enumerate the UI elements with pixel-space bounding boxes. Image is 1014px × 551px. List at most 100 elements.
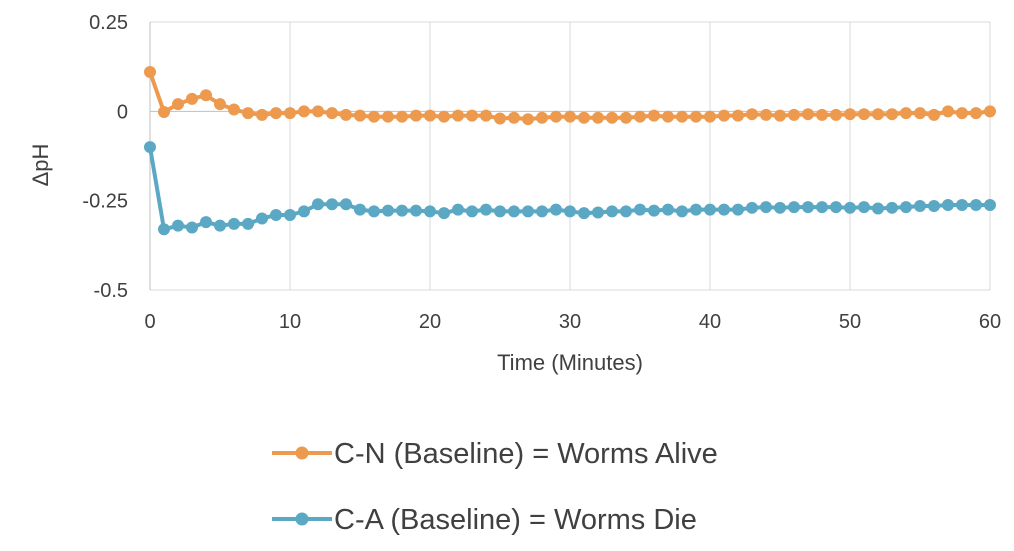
data-point: [634, 110, 646, 123]
data-point: [536, 111, 548, 124]
data-point: [326, 198, 338, 211]
data-point: [802, 108, 814, 121]
data-point: [816, 201, 828, 214]
data-point: [816, 108, 828, 121]
x-axis-title: Time (Minutes): [497, 350, 643, 375]
data-point: [242, 217, 254, 230]
data-point: [746, 201, 758, 214]
data-point: [564, 205, 576, 218]
data-point: [844, 108, 856, 121]
data-point: [970, 198, 982, 211]
data-point: [914, 200, 926, 213]
data-point: [354, 109, 366, 122]
data-point: [270, 208, 282, 221]
data-point: [494, 112, 506, 125]
data-point: [620, 205, 632, 218]
data-point: [270, 107, 282, 120]
series: [144, 66, 996, 236]
x-tick-label: 20: [419, 311, 441, 333]
data-point: [172, 98, 184, 111]
data-point: [480, 203, 492, 216]
legend-swatch-marker: [295, 446, 309, 460]
data-point: [900, 201, 912, 214]
data-point: [186, 221, 198, 234]
y-tick-label: -0.25: [82, 191, 128, 213]
data-point: [508, 111, 520, 124]
data-point: [984, 105, 996, 118]
data-point: [634, 203, 646, 216]
data-point: [984, 198, 996, 211]
data-point: [732, 109, 744, 122]
data-point: [858, 108, 870, 121]
y-tick-label: -0.5: [94, 280, 128, 302]
legend-label: C-N (Baseline) = Worms Alive: [334, 438, 718, 470]
data-point: [200, 89, 212, 102]
data-point: [284, 208, 296, 221]
data-point: [620, 111, 632, 124]
data-point: [466, 205, 478, 218]
data-point: [382, 204, 394, 217]
data-point: [144, 66, 156, 79]
data-point: [536, 205, 548, 218]
data-point: [550, 203, 562, 216]
data-point: [522, 113, 534, 126]
data-point: [158, 106, 170, 119]
data-point: [676, 205, 688, 218]
data-point: [438, 110, 450, 123]
data-point: [312, 105, 324, 118]
data-point: [564, 110, 576, 123]
x-tick-label: 40: [699, 311, 721, 333]
data-point: [578, 111, 590, 124]
data-point: [858, 201, 870, 214]
grid: [149, 21, 991, 291]
data-point: [284, 107, 296, 120]
legend: C-N (Baseline) = Worms Alive C-A (Baselin…: [272, 438, 718, 536]
data-point: [340, 198, 352, 211]
data-point: [830, 201, 842, 214]
data-point: [452, 109, 464, 122]
data-point: [690, 203, 702, 216]
data-point: [774, 109, 786, 122]
y-tick-label: 0: [117, 101, 128, 123]
data-point: [298, 105, 310, 118]
data-point: [760, 108, 772, 121]
data-point: [802, 201, 814, 214]
data-point: [928, 108, 940, 121]
data-point: [466, 109, 478, 122]
data-point: [368, 110, 380, 123]
data-point: [592, 206, 604, 219]
data-point: [606, 111, 618, 124]
data-point: [760, 201, 772, 214]
data-point: [298, 205, 310, 218]
data-point: [158, 223, 170, 236]
data-point: [886, 201, 898, 214]
data-point: [200, 216, 212, 229]
data-point: [354, 203, 366, 216]
data-point: [256, 108, 268, 121]
y-axis-title: ΔpH: [28, 144, 53, 187]
data-point: [788, 201, 800, 214]
data-point: [830, 108, 842, 121]
legend-swatch-marker: [295, 512, 309, 526]
y-tick-label: 0.25: [89, 12, 128, 34]
data-point: [928, 200, 940, 213]
data-point: [312, 198, 324, 211]
series-1: [144, 66, 996, 126]
data-point: [704, 110, 716, 123]
data-point: [704, 203, 716, 216]
data-point: [326, 107, 338, 120]
data-point: [396, 204, 408, 217]
data-point: [886, 108, 898, 121]
data-point: [214, 98, 226, 111]
data-point: [522, 205, 534, 218]
data-point: [942, 105, 954, 118]
data-point: [410, 204, 422, 217]
data-point: [900, 107, 912, 120]
data-point: [956, 198, 968, 211]
data-point: [214, 219, 226, 232]
legend-item: C-A (Baseline) = Worms Die: [272, 504, 697, 536]
legend-item: C-N (Baseline) = Worms Alive: [272, 438, 718, 470]
legend-label: C-A (Baseline) = Worms Die: [334, 504, 697, 536]
data-point: [228, 217, 240, 230]
